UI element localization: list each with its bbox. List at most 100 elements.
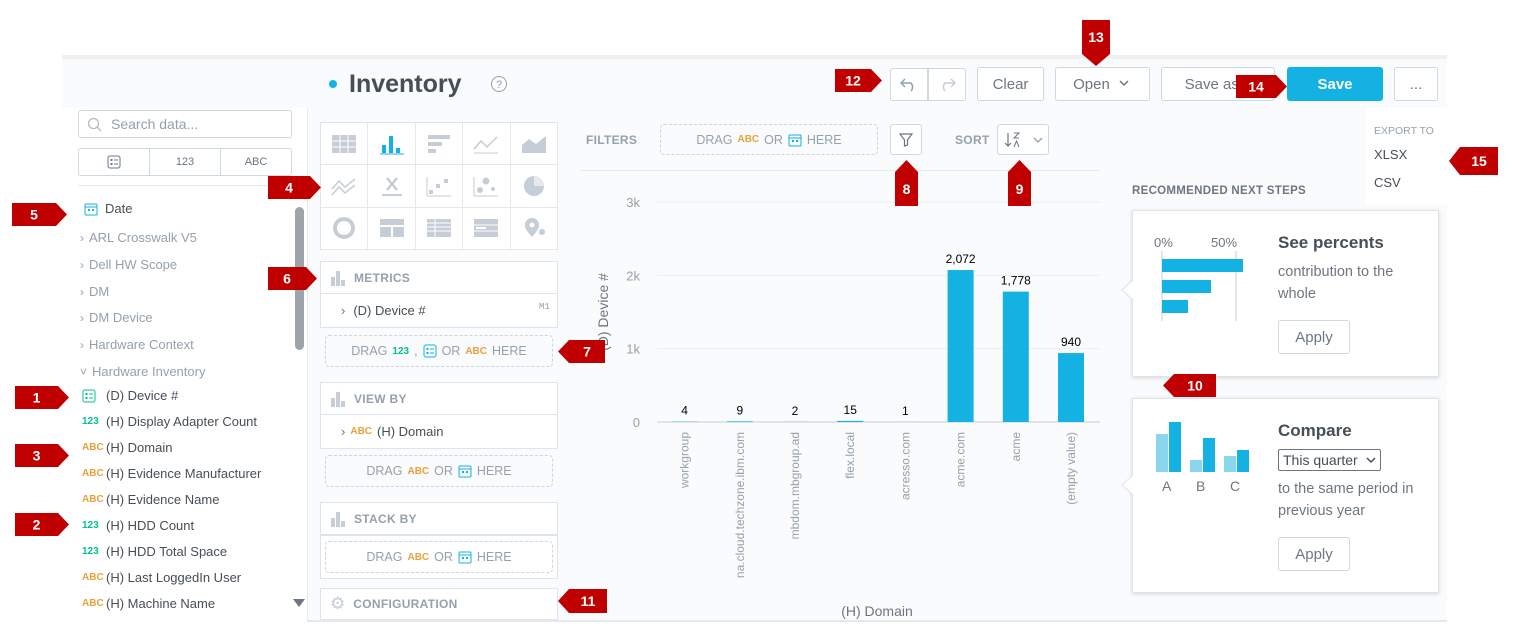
data-item[interactable]: 123 (H) Display Adapter Count [82, 413, 257, 431]
vis-type[interactable] [463, 123, 511, 166]
redo-button[interactable] [928, 68, 966, 101]
help-icon[interactable]: ? [491, 76, 507, 92]
type-filter: 123 ABC [78, 148, 292, 176]
insight-title[interactable]: Inventory [349, 70, 462, 98]
button-label: ... [1409, 75, 1423, 93]
drop-zone[interactable]: DRAG ABC OR HERE [325, 455, 553, 487]
vis-type[interactable] [463, 207, 511, 250]
configuration-header[interactable]: ⚙ CONFIGURATION [320, 588, 558, 620]
folder-label: Hardware Inventory [92, 364, 206, 379]
card-title: See percents [1278, 233, 1384, 252]
vis-type[interactable] [321, 123, 369, 166]
drop-text: ABC [465, 345, 487, 357]
bucket-item[interactable]: › ABC (H) Domain [320, 414, 558, 449]
sidebar [62, 108, 308, 622]
data-item[interactable]: (D) Device # [82, 387, 178, 405]
date-item[interactable]: Date [84, 200, 132, 218]
drop-text: DRAG [351, 344, 388, 358]
vis-type[interactable] [368, 207, 416, 250]
type-tag: ABC [82, 468, 104, 479]
header-button[interactable]: Save [1287, 67, 1383, 101]
vis-type[interactable] [415, 165, 464, 208]
bucket-item[interactable]: › (D) Device # [320, 293, 558, 328]
folder[interactable]: › DM Device [80, 309, 153, 327]
header-button[interactable]: Clear [977, 67, 1044, 101]
vis-icon [524, 218, 545, 238]
data-item[interactable]: ABC (H) Machine Name [82, 595, 215, 613]
drop-text: HERE [806, 132, 842, 147]
drop-zone[interactable]: DRAG 123, OR ABC HERE [325, 335, 553, 367]
data-item[interactable]: ABC (H) Domain [82, 439, 172, 457]
undo-button[interactable] [890, 68, 928, 101]
vis-type[interactable] [510, 165, 558, 208]
header-button[interactable]: Open [1055, 67, 1150, 101]
expand-arrow: › [341, 302, 346, 318]
folder-arrow: › [80, 338, 84, 353]
attribute-icon [423, 344, 437, 358]
folder[interactable]: › Hardware Context [80, 336, 194, 354]
tab-fact[interactable]: 123 [150, 149, 221, 175]
type-tag: ABC [82, 494, 104, 505]
drop-text: DRAG [696, 132, 733, 147]
vis-type[interactable] [510, 207, 558, 250]
bucket-title: VIEW BY [354, 391, 407, 406]
apply-button[interactable]: Apply [1278, 537, 1350, 571]
data-item[interactable]: ABC (H) Last LoggedIn User [82, 569, 241, 587]
vis-type[interactable] [321, 165, 369, 208]
scrollbar[interactable] [295, 207, 304, 350]
undo-icon [900, 77, 914, 91]
filter-drop-zone[interactable]: DRAG ABC OR HERE [660, 124, 878, 155]
scroll-arrow[interactable] [292, 598, 306, 608]
folder-arrow: › [80, 284, 84, 299]
vis-type[interactable] [463, 165, 511, 208]
data-item[interactable]: ABC (H) Evidence Name [82, 491, 219, 509]
divider [78, 185, 292, 186]
type-tag: ABC [82, 572, 104, 583]
bucket-header: METRICS [320, 261, 558, 294]
apply-button[interactable]: Apply [1278, 320, 1350, 354]
search-box[interactable]: Search data... [78, 110, 292, 138]
tab-attribute[interactable] [79, 149, 150, 175]
search-placeholder: Search data... [111, 116, 199, 132]
vis-icon [426, 219, 451, 238]
data-item[interactable]: ABC (H) Evidence Manufacturer [82, 465, 261, 483]
bucket-title: STACK BY [354, 511, 417, 526]
drop-text: HERE [476, 464, 512, 478]
attribute-icon [107, 155, 121, 169]
vis-type[interactable] [368, 123, 416, 166]
data-item[interactable]: 123 (H) HDD Count [82, 517, 194, 535]
export-option[interactable]: XLSX [1374, 147, 1408, 162]
vis-type[interactable] [321, 207, 369, 250]
legend-label: C [1230, 478, 1241, 494]
folder[interactable]: › ARL Crosswalk V5 [80, 229, 197, 247]
item-label: (H) Last LoggedIn User [106, 570, 242, 585]
drop-text: ABC [737, 134, 760, 145]
item-label: (H) HDD Total Space [106, 544, 228, 559]
drop-text: HERE [476, 550, 512, 564]
data-item[interactable]: 123 (H) HDD Total Space [82, 543, 227, 561]
header-button[interactable]: Save as n [1161, 67, 1275, 101]
vis-type[interactable] [368, 165, 416, 208]
folder[interactable]: ˅ Hardware Inventory [80, 363, 205, 381]
button-label: Clear [992, 75, 1029, 93]
folder-arrow: › [80, 311, 84, 326]
compare-illustration [1156, 422, 1249, 472]
header-button[interactable]: ... [1394, 67, 1438, 101]
vis-icon [332, 134, 357, 153]
folder[interactable]: › Dell HW Scope [80, 256, 177, 274]
folder[interactable]: › DM [80, 283, 109, 301]
sort-button[interactable] [997, 124, 1049, 155]
period-select[interactable]: This quarter [1278, 449, 1381, 471]
drop-text: , [414, 344, 418, 358]
button-label: Save as n [1184, 75, 1252, 93]
tab-label[interactable]: ABC [244, 156, 268, 168]
drop-zone[interactable]: DRAG ABC OR HERE [325, 541, 553, 573]
folder-label: DM [89, 283, 110, 299]
filter-button[interactable] [890, 124, 922, 155]
item-label: (H) Machine Name [106, 596, 216, 611]
vis-type[interactable] [415, 207, 464, 250]
vis-type[interactable] [415, 123, 464, 166]
calendar-icon [84, 203, 98, 216]
export-option[interactable]: CSV [1374, 175, 1401, 190]
vis-type[interactable] [510, 123, 558, 166]
